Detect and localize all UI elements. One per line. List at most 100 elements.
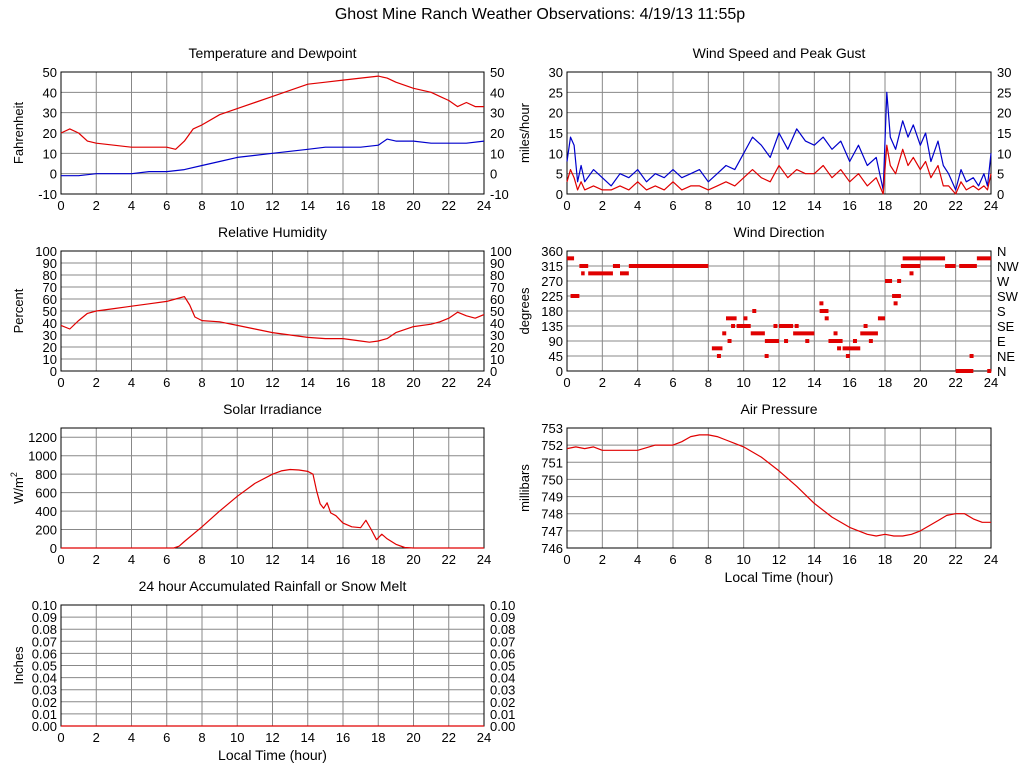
y-tick-label: 0.01 [32,707,57,722]
y-tick-label: 0 [556,187,563,202]
direction-point [950,264,955,268]
x-tick-label: 14 [301,198,315,213]
chart-temp: Temperature and Dewpoint-1001020304050-1… [11,45,509,213]
y-tick-label-right: 0 [997,187,1004,202]
x-tick-label: 2 [599,198,606,213]
plot-frame [566,427,992,549]
y-tick-label: 80 [43,268,57,283]
x-tick-label: 24 [984,552,998,567]
x-tick-label: 0 [563,198,570,213]
y-tick-label-right: 0.04 [490,671,515,686]
x-tick-label: 24 [984,198,998,213]
x-tick-label: 24 [984,375,998,390]
y-tick-label: 270 [541,274,563,289]
x-tick-label: 4 [128,375,135,390]
y-tick-label: 0 [50,364,57,379]
x-tick-label: 8 [705,198,712,213]
x-tick-label: 20 [406,730,420,745]
x-tick-label: 2 [599,375,606,390]
direction-point [805,339,810,343]
direction-point [731,324,736,328]
series-line-0 [61,468,484,549]
x-tick-label: 2 [93,552,100,567]
chart-title: Temperature and Dewpoint [188,45,356,61]
x-tick-label: 8 [705,375,712,390]
y-tick-label: 0.02 [32,695,57,710]
x-tick-label: 12 [772,375,786,390]
chart-humidity: Relative Humidity01020304050607080901000… [11,224,512,390]
y-tick-label-right: 0.05 [490,659,515,674]
y-tick-label: 45 [549,349,563,364]
y-tick-label: 0 [50,167,57,182]
y-tick-label-right: 70 [490,280,504,295]
y-tick-label-right: 50 [490,304,504,319]
y-tick-label: 40 [43,85,57,100]
direction-point [837,346,842,351]
y-tick-label-right: 80 [490,268,504,283]
x-tick-label: 10 [736,552,750,567]
y-axis-label-text: miles/hour [517,102,532,163]
x-tick-label: 16 [842,375,856,390]
y-axis-label-text: Fahrenheit [11,102,26,165]
x-tick-label: 8 [198,730,205,745]
x-tick-label: 12 [772,552,786,567]
y-tick-label-right: 0.02 [490,695,515,710]
y-tick-label-right: 0.10 [490,598,515,613]
x-tick-label: 8 [705,552,712,567]
direction-point [897,279,902,283]
y-tick-label: 749 [541,490,563,505]
y-tick-label-right: 20 [997,106,1011,121]
y-tick-label-right: 0.03 [490,683,515,698]
x-tick-label: 18 [878,375,892,390]
y-tick-label: 1200 [28,430,57,445]
x-tick-label: 20 [913,375,927,390]
y-tick-label: 400 [35,504,57,519]
y-tick-label: 360 [541,244,563,259]
y-tick-label-right: NE [997,349,1015,364]
y-tick-label-right: 30 [997,65,1011,80]
y-tick-label: 25 [549,85,563,100]
x-tick-label: 6 [163,375,170,390]
y-tick-label-right: 0.00 [490,719,515,734]
chart-direction: Wind Direction04590135180225270315360NNE… [517,224,1019,390]
x-tick-label: 6 [163,730,170,745]
x-tick-label: 8 [198,375,205,390]
y-tick-label-right: 0.08 [490,622,515,637]
x-tick-label: 10 [736,375,750,390]
x-tick-label: 22 [948,552,962,567]
x-tick-label: 6 [669,552,676,567]
x-tick-label: 10 [230,552,244,567]
y-tick-label: 30 [43,106,57,121]
y-tick-label-right: 30 [490,328,504,343]
direction-point [852,339,857,343]
y-tick-label-right: S [997,304,1006,319]
y-tick-label-right: N [997,364,1006,379]
plot-frame [60,250,485,372]
x-tick-label: 16 [842,552,856,567]
y-tick-label: 0 [556,364,563,379]
y-tick-label: 750 [541,472,563,487]
x-tick-label: 4 [634,375,641,390]
series-line-0 [60,75,484,150]
direction-point [909,271,914,276]
x-tick-label: 18 [371,552,385,567]
chart-title: Relative Humidity [218,224,327,240]
x-axis-label: Local Time (hour) [725,569,834,585]
y-tick-label: 0.09 [32,610,57,625]
direction-point [863,324,868,328]
direction-point [722,331,727,336]
x-tick-label: 14 [807,198,821,213]
y-axis-label: degrees [517,287,532,334]
y-tick-label-right: E [997,334,1006,349]
y-tick-label: 0.10 [32,598,57,613]
y-tick-label-right: 15 [997,126,1011,141]
y-axis-label: Inches [11,646,26,685]
direction-point [893,301,898,306]
x-tick-label: 10 [230,198,244,213]
x-tick-label: 0 [563,552,570,567]
x-tick-label: 4 [128,198,135,213]
y-axis-label-superscript: 2 [9,472,19,477]
y-tick-label: 315 [541,259,563,274]
